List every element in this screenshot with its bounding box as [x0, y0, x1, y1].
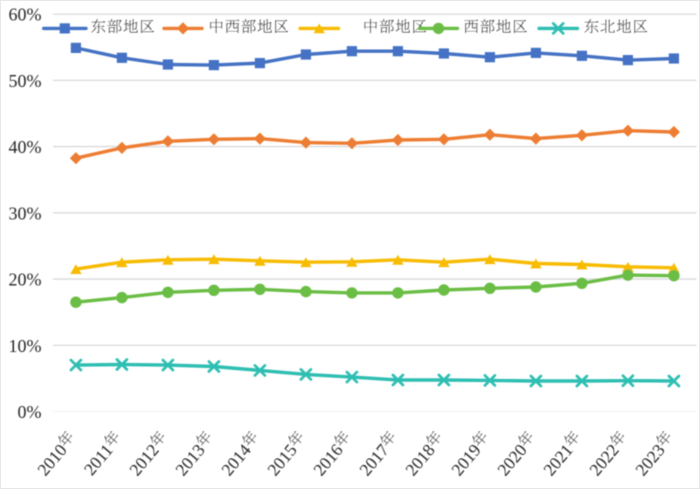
svg-text:20%: 20%: [9, 270, 42, 290]
svg-text:0%: 0%: [18, 402, 42, 422]
svg-text:40%: 40%: [9, 137, 42, 157]
svg-text:60%: 60%: [9, 5, 42, 25]
svg-text:30%: 30%: [9, 203, 42, 223]
svg-text:10%: 10%: [9, 336, 42, 356]
svg-text:50%: 50%: [9, 71, 42, 91]
